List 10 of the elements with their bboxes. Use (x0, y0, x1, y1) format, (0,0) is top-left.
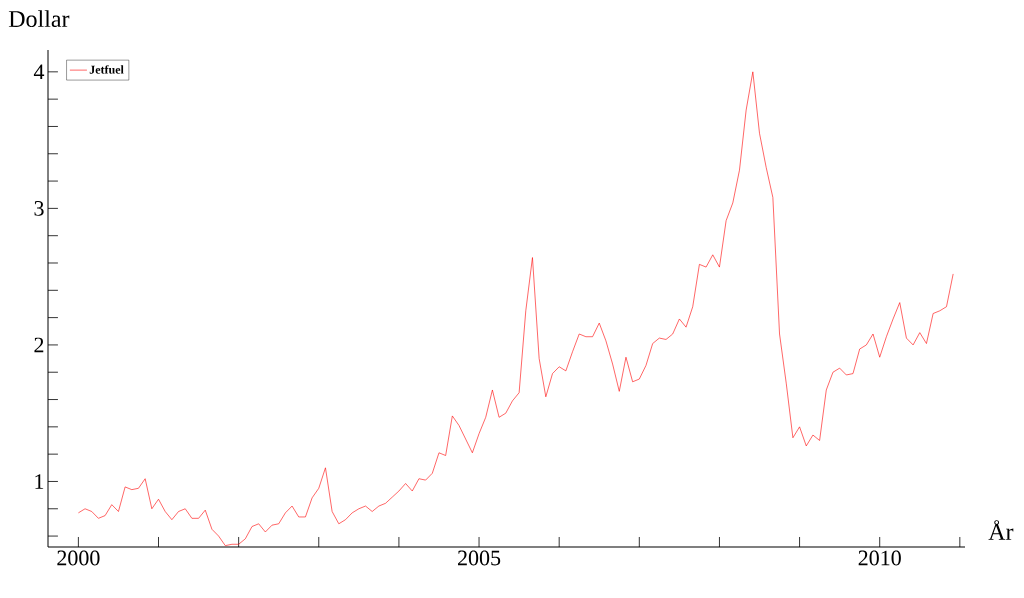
x-axis-title: År (988, 520, 1014, 540)
y-tick-label: 3 (34, 200, 44, 216)
y-tick-label: 1 (35, 474, 44, 489)
x-tick-label: 2000 (57, 550, 100, 566)
y-axis-title: Dollar (8, 10, 70, 28)
y-tick-label: 4 (33, 64, 45, 80)
x-tick-label: 2005 (458, 550, 501, 566)
legend-label: Jetfuel (89, 65, 124, 74)
y-tick-label: 2 (34, 337, 44, 353)
x-tick-label: 2010 (858, 550, 901, 566)
